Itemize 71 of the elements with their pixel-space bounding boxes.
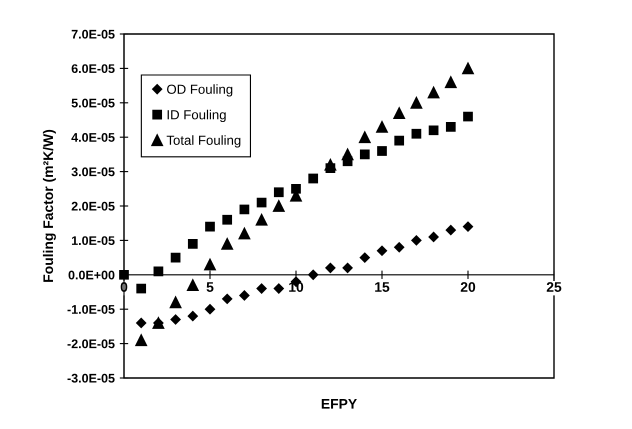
point <box>462 62 474 74</box>
point <box>393 107 406 120</box>
x-tick-label: 25 <box>546 282 562 292</box>
x-tick-label: 20 <box>460 282 476 292</box>
point <box>377 146 387 156</box>
y-axis-title: Fouling Factor (m²K/W) <box>42 130 56 282</box>
y-tick-label: 4.0E-05 <box>71 133 115 142</box>
y-tick-label: 7.0E-05 <box>72 30 115 39</box>
point <box>428 125 438 136</box>
point <box>204 304 216 314</box>
point <box>410 96 422 109</box>
point <box>170 314 181 325</box>
y-tick-label: 3.0E-05 <box>71 167 115 176</box>
y-tick-label: -1.0E-05 <box>68 305 115 314</box>
point <box>238 228 250 240</box>
point <box>446 122 456 132</box>
point <box>394 242 404 252</box>
point <box>274 187 284 198</box>
point <box>428 86 440 98</box>
y-tick-label: -2.0E-05 <box>68 339 115 348</box>
legend-label: OD Fouling <box>167 84 232 97</box>
point <box>376 120 388 133</box>
point <box>170 296 182 308</box>
point <box>428 232 439 242</box>
point <box>256 214 268 226</box>
point <box>240 204 250 214</box>
y-tick-label: 2.0E-05 <box>72 202 115 211</box>
point <box>394 136 404 146</box>
y-tick-label: 6.0E-05 <box>72 64 115 74</box>
point <box>360 150 370 160</box>
x-tick-label: 5 <box>206 282 214 292</box>
x-tick-label: 15 <box>375 282 390 292</box>
point <box>272 200 285 212</box>
point <box>136 318 146 328</box>
x-axis-title: EFPY <box>322 399 357 409</box>
point <box>205 222 215 232</box>
point <box>136 284 146 294</box>
point <box>326 163 336 174</box>
y-tick-label: 1.0E-05 <box>72 236 115 246</box>
point <box>308 174 318 184</box>
point <box>256 283 267 294</box>
point <box>170 252 180 262</box>
y-tick-label: 0.0E+00 <box>68 270 114 280</box>
point <box>274 283 284 294</box>
point <box>358 131 371 144</box>
point <box>412 128 422 139</box>
y-tick-label: -3.0E-05 <box>68 374 115 383</box>
point <box>221 238 234 250</box>
point <box>360 252 370 263</box>
point <box>376 246 388 256</box>
point <box>342 156 352 166</box>
y-tick-label: 5.0E-05 <box>72 98 115 108</box>
point <box>222 294 232 304</box>
point <box>411 235 422 246</box>
point <box>186 279 199 292</box>
point <box>135 334 148 346</box>
point <box>291 184 301 194</box>
point <box>204 258 216 270</box>
point <box>222 214 232 225</box>
legend-label: Total Fouling <box>166 135 240 148</box>
point <box>463 112 473 122</box>
point <box>444 76 457 88</box>
point <box>256 198 266 208</box>
point <box>342 262 353 274</box>
point <box>462 222 474 232</box>
point <box>325 262 336 274</box>
point <box>446 224 456 236</box>
point <box>188 310 198 322</box>
point <box>239 290 250 301</box>
legend-label: ID Fouling <box>168 110 226 122</box>
point <box>188 238 198 249</box>
